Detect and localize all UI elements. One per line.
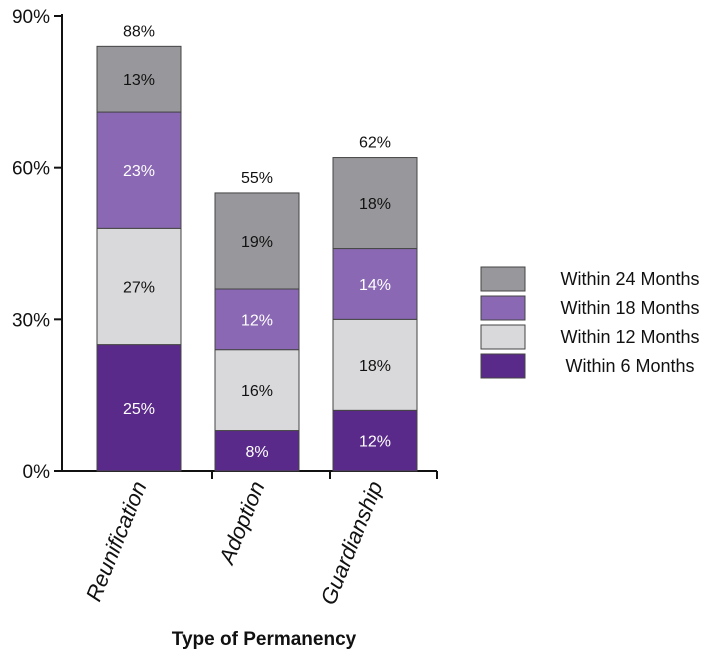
y-tick-label: 60%: [12, 159, 50, 180]
legend: Within 24 Months Within 18 Months Within 1…: [480, 266, 700, 379]
total-label: 55%: [241, 170, 273, 187]
total-label: 62%: [359, 135, 391, 152]
total-label: 88%: [123, 23, 155, 40]
x-tick-label: Reunification: [81, 478, 152, 605]
y-tick-label: 0%: [23, 462, 51, 483]
bar-segment-within-12-months: [332, 318, 418, 411]
legend-swatch: [480, 295, 526, 321]
legend-swatch: [480, 324, 526, 350]
data-label: 18%: [359, 358, 391, 375]
data-label: 19%: [241, 234, 273, 251]
x-tick-label: Guardianship: [315, 478, 387, 609]
legend-label: Within 18 Months: [560, 298, 699, 318]
data-label: 12%: [359, 434, 391, 451]
x-axis-title: Type of Permanency: [172, 629, 357, 650]
legend-swatch: [480, 266, 526, 292]
data-label: 8%: [245, 444, 268, 461]
bar-segment-within-12-months: [96, 227, 182, 346]
bars: [96, 45, 418, 472]
legend-swatch: [480, 353, 526, 379]
data-label: 25%: [123, 401, 155, 418]
data-label: 13%: [123, 72, 155, 89]
y-tick-label: 30%: [12, 310, 50, 331]
data-label: 16%: [241, 383, 273, 400]
bar-segment-within-18-months: [332, 248, 418, 320]
bar-segment-within-12-months: [214, 349, 300, 432]
bar-segment-within-6-months: [96, 344, 182, 472]
legend-label: Within 6 Months: [565, 356, 694, 376]
data-label: 14%: [359, 277, 391, 294]
y-tick-label: 90%: [12, 7, 50, 28]
bar-segment-within-24-months: [96, 45, 182, 113]
bar-segment-within-18-months: [96, 111, 182, 229]
bar-segment-within-18-months: [214, 288, 300, 351]
bar-segment-within-24-months: [214, 192, 300, 290]
bar-segment-within-6-months: [332, 409, 418, 472]
bar-segment-within-24-months: [332, 157, 418, 250]
bar-segment-within-6-months: [214, 430, 300, 472]
legend-label: Within 12 Months: [560, 327, 699, 347]
data-label: 12%: [241, 312, 273, 329]
x-tick-label: Adoption: [213, 478, 269, 570]
data-label: 18%: [359, 196, 391, 213]
data-label: 23%: [123, 163, 155, 180]
data-label: 27%: [123, 279, 155, 296]
legend-label: Within 24 Months: [560, 269, 699, 289]
